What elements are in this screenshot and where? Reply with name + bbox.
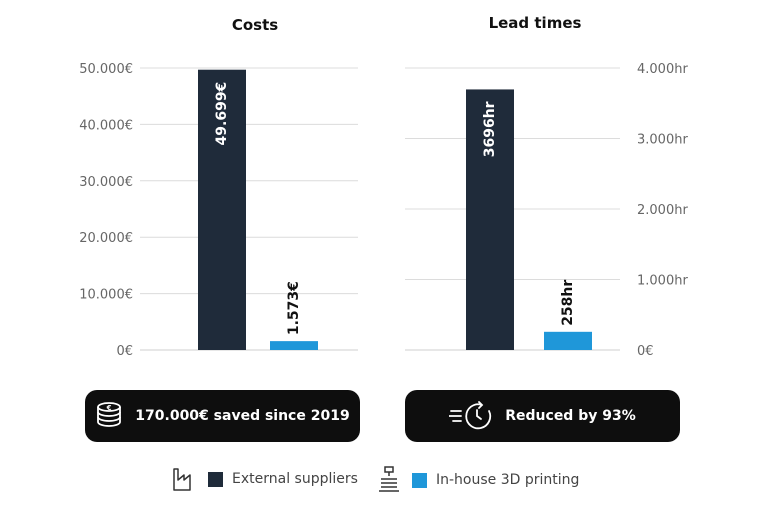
costs-data-label-external: 49.699€ [214,82,230,146]
lead-times-callout-text: Reduced by 93% [505,408,636,424]
lead-times-chart: Lead times 0€ 1.000hr 2.000hr 3.000hr 4.000h… [405,14,688,359]
costs-y-tick-label: 40.000€ [79,118,133,133]
legend-item-inhouse: In-house 3D printing [378,466,579,494]
costs-savings-text: 170.000€ saved since 2019 [135,408,350,424]
costs-gridlines [140,67,358,351]
charts-canvas: Costs 0€ 10.000€ 20.000€ 30.000€ 40.000€ 50.0… [79,14,688,359]
costs-y-tick-label: 30.000€ [79,175,133,190]
lead-times-bars: 3696hr 258hr [466,89,592,350]
costs-chart-title: Costs [232,16,278,34]
costs-chart: Costs 0€ 10.000€ 20.000€ 30.000€ 40.000€ 50.0… [79,16,358,359]
coin-stack-icon: € [97,402,122,427]
legend-label-inhouse: In-house 3D printing [436,472,580,488]
lead-times-callout: Reduced by 93% [405,390,680,442]
costs-y-tick-label: 20.000€ [79,231,133,246]
costs-bar-external [198,69,246,351]
lead-bar-external [466,89,514,350]
costs-data-label-inhouse: 1.573€ [286,281,302,335]
fast-clock-icon [449,401,492,430]
costs-bars: 49.699€ 1.573€ [198,69,318,351]
lead-data-label-inhouse: 258hr [560,280,576,326]
costs-y-axis: 0€ 10.000€ 20.000€ 30.000€ 40.000€ 50.000€ [79,62,133,359]
costs-savings-callout: € 170.000€ saved since 2019 [85,390,360,442]
lead-y-tick-label: 4.000hr [637,62,688,77]
lead-y-tick-label: 0€ [637,344,654,359]
costs-bar-inhouse [270,341,318,350]
lead-bar-inhouse [544,331,592,350]
lead-y-tick-label: 1.000hr [637,274,688,289]
lead-times-y-axis: 0€ 1.000hr 2.000hr 3.000hr 4.000hr [637,62,688,359]
costs-y-tick-label: 0€ [116,344,133,359]
lead-data-label-external: 3696hr [482,101,498,157]
factory-icon [173,468,191,491]
legend-item-external: External suppliers [172,466,358,492]
lead-y-tick-label: 2.000hr [637,203,688,218]
costs-y-tick-label: 50.000€ [79,62,133,77]
lead-y-tick-label: 3.000hr [637,133,688,148]
legend-swatch-external [208,471,223,487]
legend-swatch-inhouse [412,472,427,488]
legend-label-external: External suppliers [232,471,358,487]
costs-y-tick-label: 10.000€ [79,288,133,303]
3d-printer-icon [379,466,399,492]
svg-text:€: € [106,404,112,412]
lead-times-chart-title: Lead times [489,14,582,32]
